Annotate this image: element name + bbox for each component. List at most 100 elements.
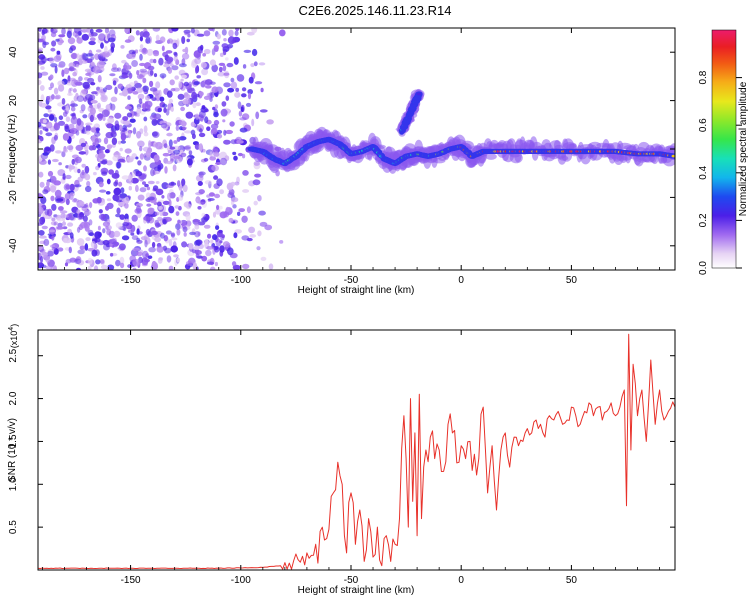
noise-blob [58,115,64,120]
noise-blob [66,213,73,220]
noise-blob [168,239,173,247]
noise-blob [258,210,266,216]
noise-blob [85,72,91,76]
noise-blob [172,164,177,172]
noise-blob [151,241,156,248]
noise-blob [138,98,143,105]
snr-multiplier-exp: 4 [8,327,15,331]
noise-blob [122,64,128,70]
noise-blob [233,57,239,65]
noise-blob [99,259,105,264]
noise-blob [171,65,179,71]
noise-blob [199,91,204,97]
noise-blob [50,185,57,193]
noise-blob [47,170,54,177]
noise-blob [68,123,75,130]
noise-blob [149,80,154,88]
noise-blob [225,129,234,135]
noise-blob [279,240,284,244]
noise-blob [186,38,190,43]
noise-blob [160,122,168,129]
noise-blob [144,239,148,248]
noise-blob [145,150,151,158]
noise-blob [113,187,122,196]
noise-blob [97,146,106,151]
noise-blob [120,45,125,49]
noise-blob [96,196,102,204]
noise-blob [137,194,145,201]
noise-blob [50,195,55,202]
noise-blob [77,176,84,182]
noise-blob [128,73,132,79]
noise-blob [90,100,98,104]
noise-blob [195,50,204,54]
spectrogram-y-tick-label: 40 [8,46,19,58]
noise-blob [162,103,168,108]
noise-blob [139,62,146,67]
noise-blob [51,235,55,241]
noise-blob [208,192,215,197]
noise-blob [145,36,151,44]
noise-blob [181,74,188,79]
noise-blob [176,38,180,46]
noise-blob [88,265,92,270]
noise-blob [216,133,223,139]
noise-blob [38,72,43,79]
noise-blob [214,245,220,253]
noise-blob [178,80,183,89]
noise-blob [153,154,160,163]
noise-blob [195,113,200,120]
noise-blob [114,112,122,119]
noise-blob [67,92,73,96]
noise-blob [47,250,54,257]
noise-blob [218,62,226,66]
noise-blob [104,45,108,54]
noise-blob [59,39,64,44]
noise-blob [127,264,133,269]
noise-blob [206,261,215,265]
noise-blob [212,234,218,241]
noise-blob [110,96,118,103]
noise-blob [87,77,95,84]
noise-blob [76,126,83,131]
noise-blob [45,105,52,110]
noise-blob [196,75,201,79]
noise-blob [221,101,227,107]
noise-blob [100,42,104,49]
noise-blob [63,67,70,75]
noise-blob [101,160,108,165]
noise-blob [222,65,227,72]
noise-blob [61,69,65,77]
noise-blob [160,232,165,239]
noise-blob [257,230,262,237]
noise-blob [192,262,198,270]
noise-blob [178,194,184,201]
noise-blob [142,181,146,185]
noise-blob [109,73,116,77]
noise-blob [131,214,138,222]
noise-blob [109,243,113,247]
spectrogram-x-tick-label: 50 [566,275,578,286]
noise-blob [197,206,202,210]
noise-blob [142,250,149,259]
noise-blob [90,28,94,34]
noise-blob [147,255,153,259]
noise-blob [85,237,91,242]
noise-blob [91,126,98,133]
noise-blob [258,62,266,66]
noise-blob [192,249,196,254]
noise-blob [97,102,101,110]
noise-blob [153,58,157,64]
colorbar-tick-label: 0.4 [698,165,709,179]
noise-blob [175,125,180,131]
noise-blob [68,47,73,54]
colorbar-tick-label: 0.0 [698,261,709,275]
noise-blob [95,28,103,33]
noise-blob [103,243,110,251]
noise-blob [249,234,257,238]
snr-x-label: Height of straight line (km) [298,585,415,596]
noise-blob [254,173,262,178]
noise-blob [94,231,102,239]
snr-y-tick-label: 2.0 [8,391,19,405]
